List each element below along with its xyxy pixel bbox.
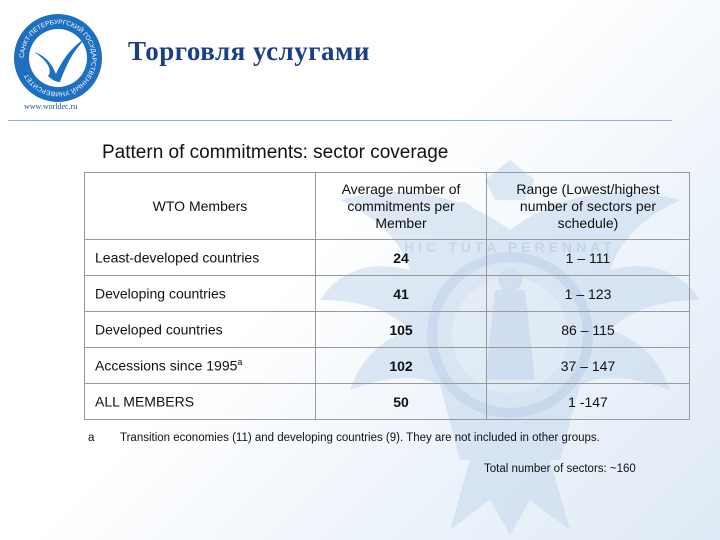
member-cell: ALL MEMBERS xyxy=(84,383,316,420)
member-cell: Developed countries xyxy=(84,311,316,348)
header-wto-members: WTO Members xyxy=(84,172,316,240)
average-cell: 50 xyxy=(315,383,487,420)
footnote-text: Transition economies (11) and developing… xyxy=(120,432,600,444)
average-cell: 41 xyxy=(315,275,487,312)
range-cell: 86 – 115 xyxy=(486,311,690,348)
slide-subtitle: Pattern of commitments: sector coverage xyxy=(102,142,449,163)
header-average-commitments: Average number of commitments per Member xyxy=(315,172,487,240)
footnote-mark: a xyxy=(88,432,95,444)
site-url: www.worldec.ru xyxy=(24,102,78,111)
table-footnote: a Transition economies (11) and developin… xyxy=(88,432,600,444)
member-cell: Developing countries xyxy=(84,275,316,312)
total-sectors-note: Total number of sectors: ~160 xyxy=(484,463,636,475)
member-cell: Accessions since 1995a xyxy=(84,347,316,384)
university-logo: САНКТ-ПЕТЕРБУРГСКИЙ ГОСУДАРСТВЕННЫЙ УНИВ… xyxy=(14,14,102,102)
header-divider xyxy=(8,120,672,121)
range-cell: 1 – 123 xyxy=(486,275,690,312)
table-row: Accessions since 1995a 102 37 – 147 xyxy=(84,347,690,384)
range-cell: 37 – 147 xyxy=(486,347,690,384)
table-row: ALL MEMBERS 50 1 -147 xyxy=(84,383,690,420)
table-row: Least-developed countries 24 1 – 111 xyxy=(84,239,690,276)
commitments-table: WTO Members Average number of commitment… xyxy=(84,172,690,420)
table-row: Developing countries 41 1 – 123 xyxy=(84,275,690,312)
range-cell: 1 -147 xyxy=(486,383,690,420)
range-cell: 1 – 111 xyxy=(486,239,690,276)
page-title: Торговля услугами xyxy=(128,36,370,66)
table-row: Developed countries 105 86 – 115 xyxy=(84,311,690,348)
header-range: Range (Lowest/highest number of sectors … xyxy=(486,172,690,240)
average-cell: 102 xyxy=(315,347,487,384)
average-cell: 24 xyxy=(315,239,487,276)
footnote-marker: a xyxy=(237,357,243,368)
member-cell: Least-developed countries xyxy=(84,239,316,276)
average-cell: 105 xyxy=(315,311,487,348)
table-header-row: WTO Members Average number of commitment… xyxy=(84,172,690,240)
